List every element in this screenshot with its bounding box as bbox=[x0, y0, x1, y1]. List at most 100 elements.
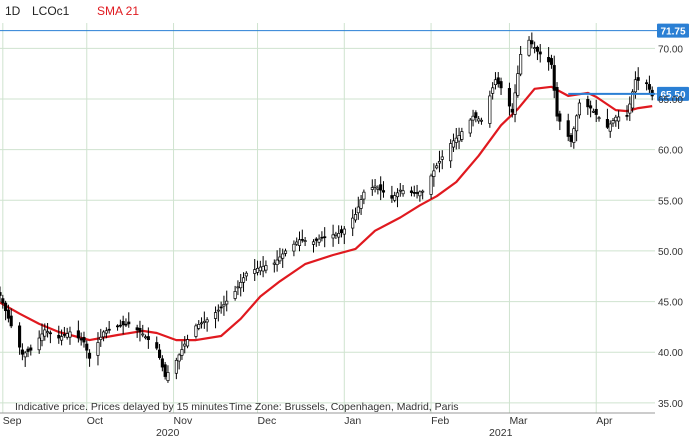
candle-body bbox=[393, 195, 397, 201]
candle bbox=[519, 45, 523, 77]
candle bbox=[513, 84, 517, 123]
candle-body bbox=[225, 300, 229, 305]
candle-body bbox=[177, 354, 181, 362]
candle bbox=[608, 120, 612, 138]
y-tick-label: 45.00 bbox=[658, 298, 683, 309]
candle bbox=[23, 350, 27, 367]
candle-body bbox=[608, 123, 612, 132]
candle bbox=[429, 173, 433, 199]
y-tick-label: 55.00 bbox=[658, 196, 683, 207]
candle-body bbox=[197, 324, 201, 329]
x-month-label: Sep bbox=[3, 415, 22, 427]
candle-body bbox=[99, 336, 103, 340]
candle-body bbox=[160, 358, 164, 368]
candle bbox=[398, 183, 402, 197]
candle-body bbox=[535, 46, 539, 52]
candle bbox=[295, 237, 299, 246]
candle bbox=[297, 231, 302, 252]
candle-body bbox=[292, 243, 296, 252]
candle-body bbox=[88, 352, 92, 359]
candle bbox=[415, 184, 419, 199]
candle-body bbox=[356, 206, 360, 214]
candle-body bbox=[48, 332, 52, 335]
candle bbox=[547, 47, 551, 71]
candle bbox=[594, 99, 598, 122]
candle bbox=[76, 320, 80, 343]
candle-body bbox=[60, 336, 64, 341]
y-axis: 35.00 40.00 45.00 50.00 55.00 60.00 65.00 70.00 bbox=[658, 44, 683, 410]
candle bbox=[241, 272, 246, 292]
candle-body bbox=[614, 116, 618, 122]
candle-body bbox=[107, 328, 111, 331]
candle bbox=[591, 108, 595, 114]
timezone-note: Time Zone: Brussels, Copenhagen, Madrid,… bbox=[229, 401, 459, 413]
candle bbox=[552, 55, 556, 99]
candle-body bbox=[479, 119, 484, 122]
candle-body bbox=[538, 51, 542, 55]
candle bbox=[18, 322, 22, 355]
candle-body bbox=[451, 140, 456, 148]
candle bbox=[116, 324, 120, 331]
candle-body bbox=[255, 267, 260, 273]
x-month-label: Apr bbox=[596, 415, 613, 427]
candle bbox=[323, 227, 327, 248]
x-month-label: Feb bbox=[431, 415, 449, 427]
candle bbox=[141, 324, 145, 338]
candle bbox=[127, 312, 131, 328]
candle bbox=[158, 343, 162, 360]
candle-body bbox=[647, 84, 651, 90]
candle-body bbox=[471, 115, 475, 121]
delay-disclaimer: Indicative price. Prices delayed by 15 m… bbox=[15, 401, 228, 413]
candle bbox=[359, 195, 363, 215]
candle bbox=[409, 186, 414, 197]
candle-body bbox=[205, 319, 209, 323]
candle bbox=[339, 225, 344, 238]
candle-body bbox=[359, 199, 363, 209]
sma-series-line bbox=[0, 85, 653, 342]
candle-body bbox=[373, 185, 377, 188]
candle bbox=[558, 110, 562, 131]
x-month-label: Mar bbox=[509, 415, 528, 427]
candle bbox=[99, 328, 103, 347]
candle-body bbox=[82, 336, 86, 343]
symbol-label[interactable]: LCOc1 bbox=[32, 4, 70, 18]
candle bbox=[261, 256, 265, 278]
candle-body bbox=[421, 190, 425, 193]
candle-body bbox=[320, 236, 324, 239]
x-year-label: 2021 bbox=[489, 427, 513, 439]
candle-body bbox=[376, 187, 380, 190]
candle-body bbox=[236, 286, 240, 289]
candle bbox=[244, 271, 248, 281]
candle-body bbox=[26, 348, 30, 352]
candle bbox=[213, 306, 218, 329]
candle bbox=[29, 344, 33, 356]
candle-body bbox=[29, 347, 33, 351]
horizontal-lines: 71.75 65.50 bbox=[0, 23, 689, 101]
candle-body bbox=[597, 117, 601, 120]
candle-body bbox=[491, 87, 495, 94]
candle-body bbox=[468, 119, 472, 134]
candle bbox=[225, 290, 229, 312]
candle bbox=[572, 126, 576, 149]
candle-body bbox=[628, 103, 632, 114]
candle bbox=[628, 96, 632, 122]
candle bbox=[258, 260, 262, 276]
candle bbox=[155, 336, 159, 351]
candle bbox=[493, 72, 497, 90]
indicator-label[interactable]: SMA 21 bbox=[97, 4, 139, 18]
candle-body bbox=[0, 292, 2, 296]
candle bbox=[337, 225, 341, 244]
candle-body bbox=[46, 331, 50, 334]
price-tag bbox=[657, 86, 689, 101]
candle bbox=[645, 79, 649, 91]
candle bbox=[37, 330, 41, 354]
interval-label[interactable]: 1D bbox=[5, 4, 21, 18]
candle bbox=[174, 357, 178, 380]
candle-body bbox=[166, 372, 170, 381]
candle-body bbox=[569, 135, 573, 142]
candle bbox=[373, 179, 377, 193]
candle bbox=[533, 41, 537, 54]
candle bbox=[82, 331, 86, 348]
candle-body bbox=[390, 195, 394, 199]
